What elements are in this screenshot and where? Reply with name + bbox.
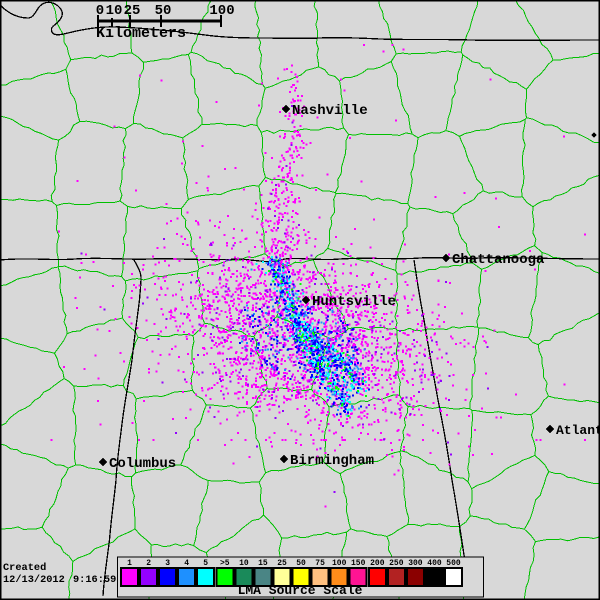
svg-text:100: 100: [332, 559, 347, 568]
svg-text:150: 150: [351, 559, 366, 568]
svg-text:75: 75: [315, 559, 325, 568]
svg-text:LMA Source Scale: LMA Source Scale: [238, 583, 363, 598]
svg-text:250: 250: [389, 559, 404, 568]
svg-text:4: 4: [184, 559, 189, 568]
svg-text:25: 25: [277, 559, 287, 568]
svg-text:Chattanooga: Chattanooga: [452, 252, 545, 268]
svg-text:10: 10: [239, 559, 249, 568]
svg-text:200: 200: [370, 559, 385, 568]
svg-text:50: 50: [296, 559, 306, 568]
svg-text:25: 25: [124, 3, 141, 19]
svg-text:3: 3: [165, 559, 170, 568]
svg-text:Created: Created: [3, 562, 46, 574]
svg-text:500: 500: [446, 559, 461, 568]
svg-text:9:16:59: 9:16:59: [73, 574, 116, 586]
svg-text:2: 2: [146, 559, 151, 568]
svg-text:1: 1: [127, 559, 132, 568]
svg-text:10: 10: [106, 3, 123, 19]
svg-text:5: 5: [203, 559, 208, 568]
svg-text:400: 400: [427, 559, 442, 568]
svg-text:Atlanta: Atlanta: [556, 423, 600, 438]
svg-text:100: 100: [209, 3, 234, 19]
svg-text:50: 50: [155, 3, 172, 19]
svg-text:>5: >5: [220, 559, 230, 568]
svg-text:15: 15: [258, 559, 268, 568]
svg-text:Huntsville: Huntsville: [312, 294, 396, 310]
svg-text:Columbus: Columbus: [109, 456, 176, 472]
svg-text:Birmingham: Birmingham: [290, 453, 374, 469]
svg-text:300: 300: [408, 559, 423, 568]
svg-text:12/13/2012: 12/13/2012: [3, 574, 65, 586]
svg-text:Kilometers: Kilometers: [96, 25, 186, 42]
svg-text:Nashville: Nashville: [292, 103, 368, 119]
svg-text:0: 0: [96, 3, 104, 19]
